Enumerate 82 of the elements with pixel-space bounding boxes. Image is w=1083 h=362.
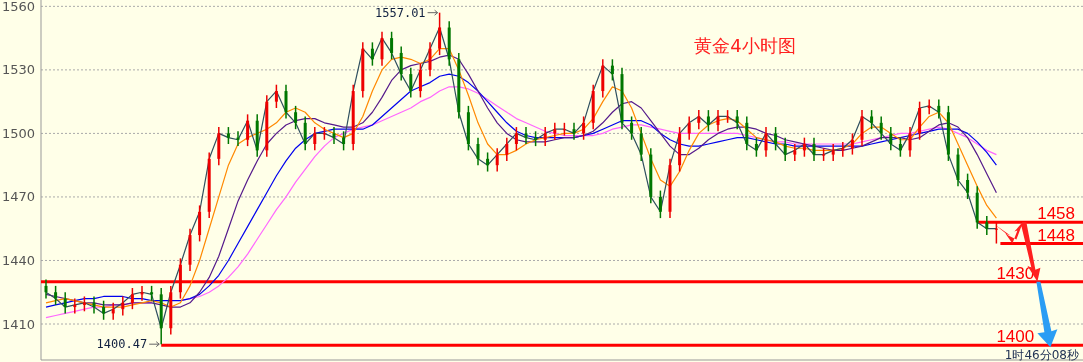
y-tick-label: 1530 xyxy=(1,62,35,78)
ref-line-label: 1458 xyxy=(1037,204,1075,224)
ref-line-label: 1400 xyxy=(996,327,1035,347)
candlestick xyxy=(966,172,970,200)
candlestick xyxy=(937,98,941,120)
candlestick xyxy=(524,126,528,145)
candlestick xyxy=(486,151,490,173)
annotation: 1557.01 xyxy=(375,5,426,20)
candlestick xyxy=(505,136,509,162)
candlestick xyxy=(63,291,67,315)
candlestick xyxy=(121,295,125,317)
candlestick xyxy=(198,204,202,243)
candlestick xyxy=(697,109,701,130)
text: 黄金4小时图 xyxy=(694,35,796,56)
candlestick xyxy=(438,11,442,56)
candlestick xyxy=(140,285,144,302)
y-tick-label: 1560 xyxy=(1,0,35,14)
candlestick xyxy=(889,126,893,152)
candlestick xyxy=(639,126,643,162)
candlestick xyxy=(294,105,298,130)
candlestick xyxy=(495,147,499,173)
candlestick xyxy=(543,126,547,147)
candlestick xyxy=(390,31,394,61)
candlestick xyxy=(342,130,346,152)
text: 1时46分08秒 xyxy=(1004,348,1079,362)
candlestick xyxy=(572,122,576,141)
candlestick xyxy=(246,113,250,147)
candlestick xyxy=(428,41,432,77)
candlestick xyxy=(476,136,480,166)
candlestick xyxy=(754,136,758,158)
candlestick xyxy=(994,221,998,245)
candlestick xyxy=(313,126,317,152)
candlestick xyxy=(812,136,816,162)
y-tick-label: 1470 xyxy=(1,189,35,205)
candlestick xyxy=(514,126,518,152)
candlestick xyxy=(582,115,586,141)
candlestick xyxy=(111,302,115,321)
candlestick xyxy=(44,278,48,300)
candlestick xyxy=(610,58,614,82)
candlestick xyxy=(418,62,422,99)
candlestick xyxy=(745,115,749,152)
candlestick xyxy=(380,31,384,67)
y-tick-label: 1500 xyxy=(1,125,35,141)
candlestick xyxy=(130,287,134,310)
candlestick xyxy=(870,109,874,130)
candlestick xyxy=(409,67,413,99)
candlestick xyxy=(284,83,288,120)
candlestick xyxy=(274,83,278,109)
candlestick xyxy=(706,109,710,133)
candlestick xyxy=(841,141,845,158)
candlestick xyxy=(860,109,864,147)
candlestick xyxy=(898,136,902,158)
candlestick xyxy=(802,136,806,158)
candlestick xyxy=(831,143,835,162)
candlestick xyxy=(236,130,240,147)
candlestick xyxy=(735,109,739,130)
candlestick xyxy=(783,136,787,162)
candlestick xyxy=(764,126,768,158)
candlestick xyxy=(687,115,691,141)
candlestick xyxy=(102,299,106,321)
candlestick xyxy=(630,115,634,141)
candlestick xyxy=(716,109,720,133)
candlestick xyxy=(793,143,797,162)
candlestick xyxy=(985,215,989,236)
candlestick xyxy=(332,126,336,145)
annotation: 1400.47 xyxy=(96,337,148,352)
candlestick xyxy=(553,122,557,141)
y-tick-label: 1410 xyxy=(1,316,35,332)
candlestick xyxy=(658,189,662,219)
candlestick xyxy=(927,98,931,116)
candlestick xyxy=(879,115,883,141)
candlestick xyxy=(303,115,307,152)
candlestick xyxy=(850,132,854,156)
candlestick xyxy=(92,295,96,315)
candlestick xyxy=(399,45,403,82)
candlestick xyxy=(73,297,77,315)
y-tick-label: 1440 xyxy=(1,253,35,269)
candlestick xyxy=(908,126,912,158)
ref-line-label: 1448 xyxy=(1037,225,1075,245)
candlestick xyxy=(54,285,58,306)
candlestick xyxy=(370,41,374,67)
candlestick xyxy=(774,126,778,152)
